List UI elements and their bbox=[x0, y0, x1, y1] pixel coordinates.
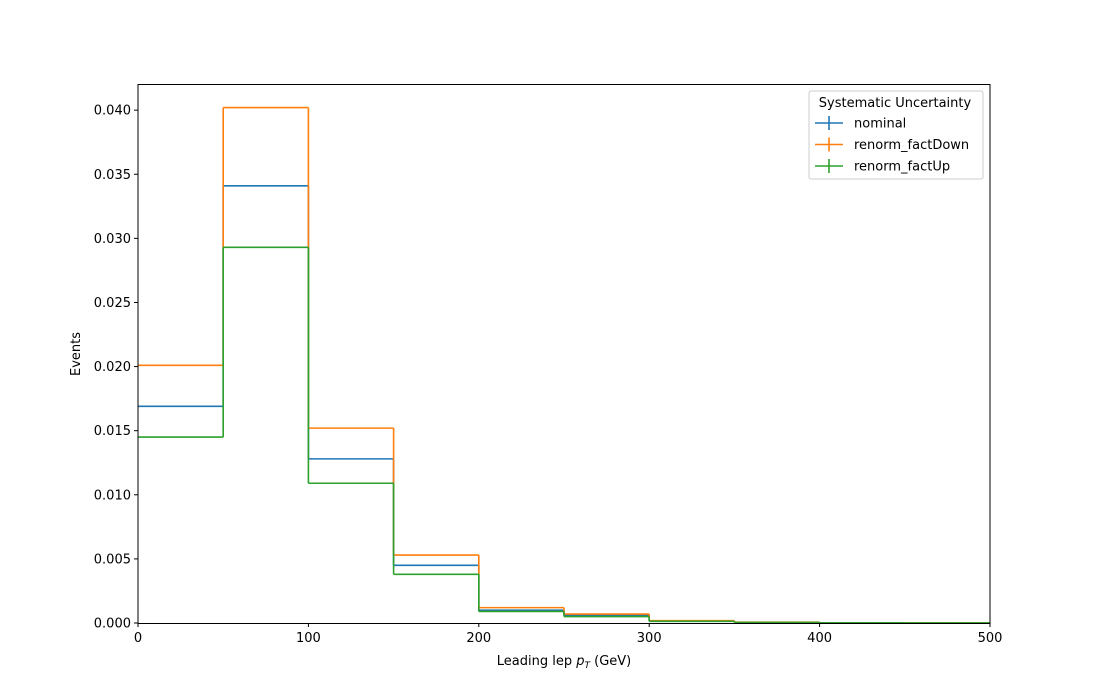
x-axis-label-sub: T bbox=[584, 661, 591, 671]
y-tick-label: 0.025 bbox=[94, 296, 131, 311]
y-tick-label: 0.040 bbox=[94, 104, 131, 119]
legend-title: Systematic Uncertainty bbox=[819, 96, 972, 111]
y-axis-ticks: 0.000 0.005 0.010 0.015 0.020 0.025 0.030 0.035… bbox=[94, 104, 138, 632]
legend-label: renorm_factDown bbox=[854, 138, 969, 153]
x-axis-ticks: 0 100 200 300 400 500 bbox=[134, 623, 1003, 646]
histogram-series bbox=[138, 106, 990, 624]
legend: Systematic Uncertainty nominal renorm_fac… bbox=[808, 90, 984, 180]
y-tick-label: 0.000 bbox=[94, 617, 131, 632]
x-tick-label: 300 bbox=[637, 631, 662, 646]
legend-entry-nominal: nominal bbox=[815, 116, 906, 132]
series-renorm-factup bbox=[138, 246, 990, 624]
legend-label: nominal bbox=[854, 117, 906, 132]
y-tick-label: 0.015 bbox=[94, 424, 131, 439]
series-renorm-factdown bbox=[138, 106, 990, 624]
x-axis-label-var: p bbox=[575, 654, 584, 669]
x-tick-label: 100 bbox=[296, 631, 321, 646]
y-tick-label: 0.005 bbox=[94, 552, 131, 567]
plot-area-frame bbox=[137, 84, 991, 624]
legend-label: renorm_factUp bbox=[854, 160, 950, 175]
x-axis-label: Leading lep pT (GeV) bbox=[497, 654, 631, 671]
legend-box bbox=[808, 90, 984, 180]
y-tick-label: 0.030 bbox=[94, 232, 131, 247]
legend-entry-renorm-factdown: renorm_factDown bbox=[815, 137, 969, 153]
y-tick-label: 0.010 bbox=[94, 488, 131, 503]
x-tick-label: 200 bbox=[466, 631, 491, 646]
x-tick-label: 500 bbox=[978, 631, 1003, 646]
x-tick-label: 0 bbox=[134, 631, 142, 646]
y-tick-label: 0.035 bbox=[94, 168, 131, 183]
legend-entry-renorm-factup: renorm_factUp bbox=[815, 159, 950, 175]
y-axis-label: Events bbox=[69, 332, 84, 376]
series-nominal bbox=[138, 184, 990, 624]
y-tick-label: 0.020 bbox=[94, 360, 131, 375]
legend-entries: nominal renorm_factDown renorm_factUp bbox=[815, 116, 969, 175]
x-axis-label-main: Leading lep bbox=[497, 654, 576, 669]
x-tick-label: 400 bbox=[807, 631, 832, 646]
x-axis-label-unit: (GeV) bbox=[590, 654, 631, 669]
